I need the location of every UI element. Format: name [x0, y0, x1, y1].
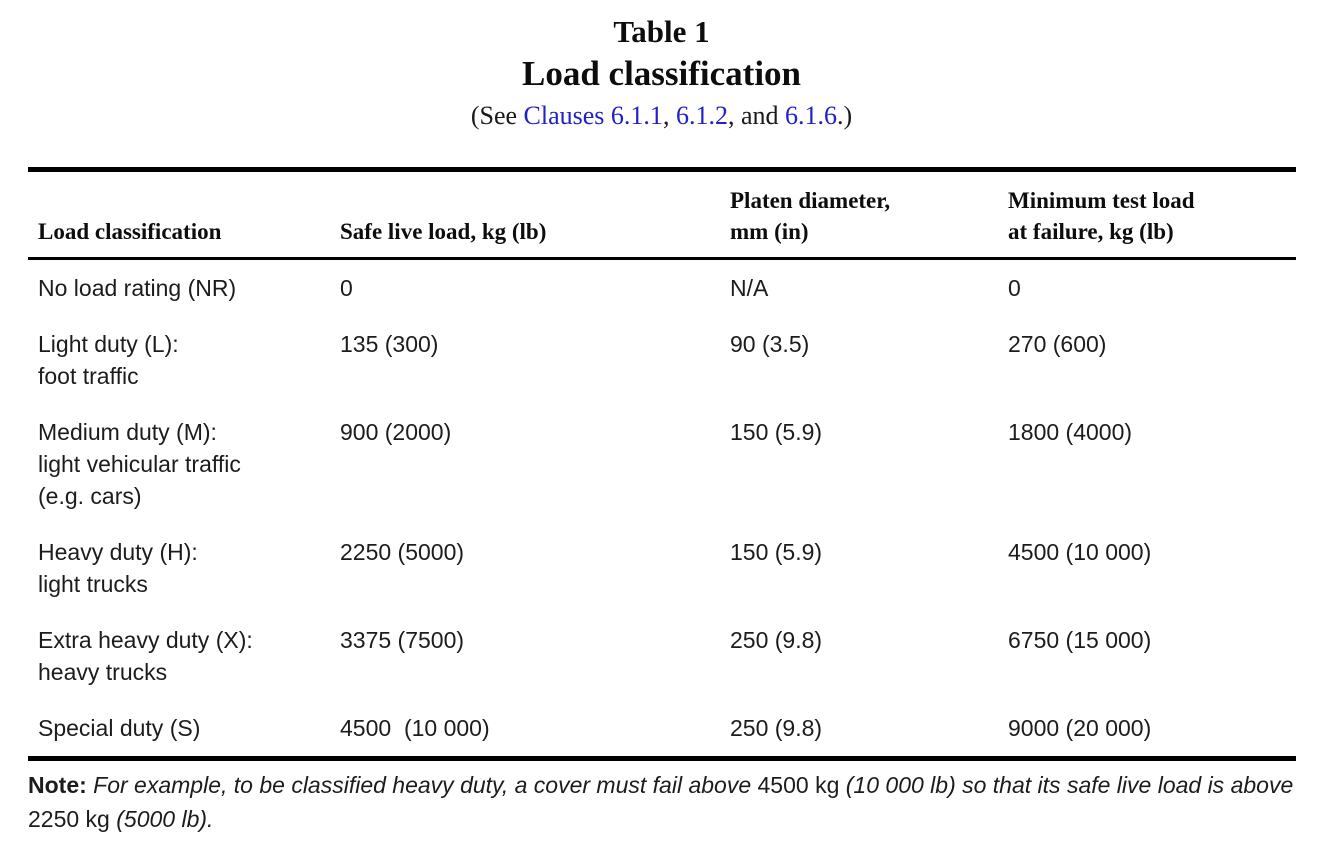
- table-cell: 150 (5.9): [730, 419, 823, 445]
- table-cell: Light duty (L): foot traffic: [38, 331, 179, 389]
- title-block: Table 1 Load classification (See Clauses…: [0, 0, 1323, 132]
- table-cell: 900 (2000): [340, 419, 452, 445]
- table-cell: 4500 (10 000): [1008, 539, 1152, 565]
- table-cell: 0: [1008, 275, 1021, 301]
- table-row: No load rating (NR) 0 N/A 0: [28, 259, 1296, 317]
- table-cell: 6750 (15 000): [1008, 627, 1152, 653]
- table-cell: N/A: [730, 275, 769, 301]
- table-number: Table 1: [613, 14, 710, 49]
- table-cell: Extra heavy duty (X): heavy trucks: [38, 627, 253, 685]
- table-cell: 3375 (7500): [340, 627, 465, 653]
- table-cell: 150 (5.9): [730, 539, 823, 565]
- table-cell: 4500 (10 000): [340, 715, 490, 741]
- clause-link-6-1-1[interactable]: Clauses 6.1.1: [523, 101, 663, 130]
- table-cell: 0: [340, 275, 353, 301]
- table-subtitle: (See Clauses 6.1.1, 6.1.2, and 6.1.6.): [0, 99, 1323, 132]
- table-row: Light duty (L): foot traffic 135 (300) 90 …: [28, 316, 1296, 404]
- table-cell: No load rating (NR): [38, 275, 237, 301]
- table-cell: 90 (3.5): [730, 331, 810, 357]
- column-header-min-test-load: Minimum test load at failure, kg (lb): [1008, 169, 1296, 260]
- subtitle-separator: , and: [727, 101, 785, 130]
- note-segment: (5000 lb).: [109, 806, 214, 832]
- note-segment: For example, to be classified heavy duty…: [86, 772, 758, 798]
- table-cell: 2250 (5000): [340, 539, 465, 565]
- clause-link-6-1-6[interactable]: 6.1.6: [784, 101, 837, 130]
- note-segment: Note:: [28, 772, 87, 798]
- note-segment: 4500 kg: [757, 772, 840, 798]
- table-row: Heavy duty (H): light trucks 2250 (5000) 1…: [28, 524, 1296, 612]
- table-cell: 9000 (20 000): [1008, 715, 1152, 741]
- table-cell: 1800 (4000): [1008, 419, 1133, 445]
- table-header-row: Load classification Safe live load, kg (…: [28, 169, 1296, 260]
- note-segment: 2250 kg: [28, 806, 110, 832]
- subtitle-prefix: (See: [470, 101, 524, 130]
- column-header-platen-diameter: Platen diameter, mm (in): [730, 169, 1008, 260]
- note-segment: (10 000 lb) so that its safe live load i…: [839, 772, 1294, 798]
- note: Note: For example, to be classified heav…: [28, 768, 1298, 836]
- table-row: Special duty (S) 4500 (10 000) 250 (9.8) 90…: [28, 700, 1296, 759]
- table-title: Load classification: [521, 54, 802, 93]
- subtitle-suffix: .): [836, 101, 853, 130]
- table-cell: 270 (600): [1008, 331, 1107, 357]
- table-cell: Heavy duty (H): light trucks: [38, 539, 198, 597]
- clause-link-6-1-2[interactable]: 6.1.2: [675, 101, 728, 130]
- table-body: No load rating (NR) 0 N/A 0 Light duty (L): …: [28, 259, 1296, 759]
- load-classification-table: Load classification Safe live load, kg (…: [28, 167, 1296, 761]
- subtitle-separator: ,: [662, 101, 676, 130]
- table-cell: 135 (300): [340, 331, 439, 357]
- table-row: Extra heavy duty (X): heavy trucks 3375 (…: [28, 612, 1296, 700]
- table-cell: 250 (9.8): [730, 715, 823, 741]
- column-header-safe-live-load: Safe live load, kg (lb): [340, 169, 730, 260]
- table-cell: 250 (9.8): [730, 627, 823, 653]
- column-header-load-classification: Load classification: [28, 169, 340, 260]
- table-cell: Special duty (S): [38, 715, 201, 741]
- table-cell: Medium duty (M): light vehicular traffic…: [38, 419, 241, 509]
- table-row: Medium duty (M): light vehicular traffic…: [28, 404, 1296, 524]
